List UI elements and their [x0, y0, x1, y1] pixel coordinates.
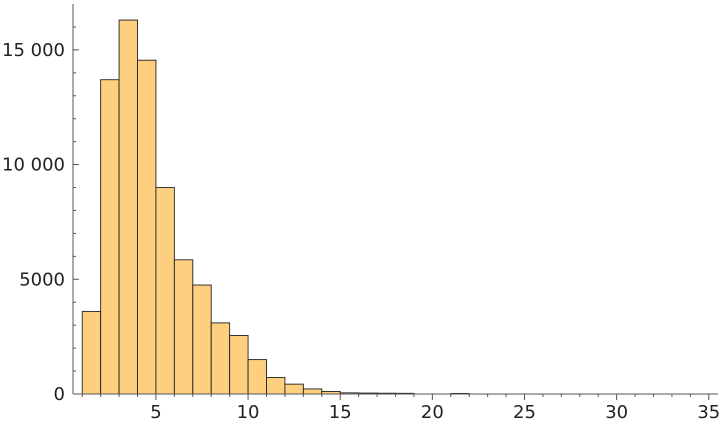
histogram-bar-3	[118, 19, 138, 395]
histogram-bar-13	[302, 388, 323, 395]
y-tick-label: 5000	[19, 269, 65, 290]
histogram-bar-7	[192, 284, 212, 395]
y-tick-label: 15 000	[2, 40, 65, 61]
histogram-bar-2	[100, 79, 120, 395]
histogram-bar-1	[81, 310, 102, 395]
x-tick-label: 5	[150, 402, 161, 423]
histogram-bar-5	[155, 187, 175, 395]
histogram-bar-8	[210, 322, 231, 395]
x-tick-label: 30	[605, 402, 628, 423]
histogram-bar-10	[247, 359, 267, 395]
histogram-bar-4	[137, 59, 157, 395]
histogram-bar-11	[266, 377, 286, 395]
x-ticks-group: 5 10 15 20 25 30 35	[81, 394, 720, 423]
y-tick-label: 10 000	[2, 155, 65, 176]
histogram-bar-6	[173, 259, 194, 395]
histogram-bar-9	[229, 335, 249, 395]
x-tick-label: 35	[697, 402, 720, 423]
x-tick-label: 15	[329, 402, 352, 423]
y-tick-label: 0	[54, 384, 65, 405]
histogram-bar-12	[284, 383, 304, 395]
bars-group	[81, 19, 470, 395]
x-tick-label: 25	[513, 402, 536, 423]
x-tick-label: 10	[237, 402, 260, 423]
x-tick-label: 20	[421, 402, 444, 423]
y-ticks-group: 0 5000 10 000 15 000	[2, 26, 79, 405]
